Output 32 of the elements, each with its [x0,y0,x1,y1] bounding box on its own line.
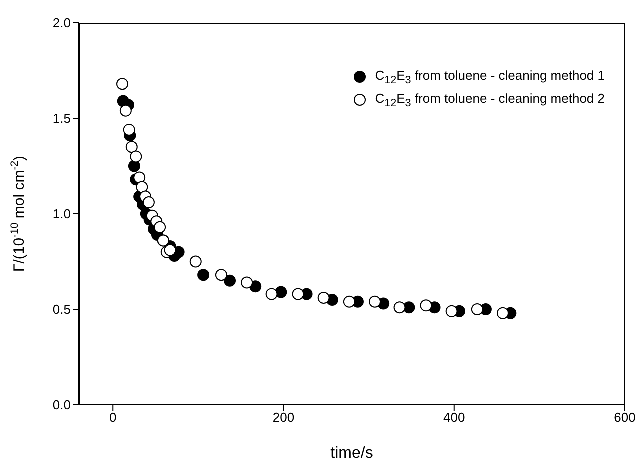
y-tick-label: 2.0 [52,16,71,31]
point [394,302,406,314]
point [224,274,236,287]
y-tick-label: 1.5 [52,111,71,126]
x-tick-label: 400 [444,410,466,426]
x-tick-label: 600 [614,410,636,426]
legend-label: C$_{12}$E$_{3}$ from toluene - cleaning method 2 [375,90,605,110]
point [420,300,432,312]
y-tick-label: 1.0 [52,206,71,222]
x-axis-title: time/s [330,445,374,462]
point [123,124,136,136]
legend-label: C$_{12}$E$_{3}$ from toluene - cleaning method 1 [375,68,605,87]
point [369,296,382,308]
point [497,307,510,320]
point [318,292,330,304]
y-tick-label: 0.0 [52,398,71,413]
point [471,304,484,316]
point [446,305,458,318]
point [116,78,129,90]
point [164,244,176,256]
point [198,269,210,282]
y-tick-label: 0.5 [52,302,71,318]
point [292,288,304,300]
point [142,196,155,209]
point [128,160,140,172]
point [190,256,202,268]
x-tick-label: 200 [272,410,295,426]
point [343,296,356,308]
x-tick-label: 0 [110,410,117,426]
point [120,104,132,117]
point [134,172,146,184]
point [154,221,166,234]
